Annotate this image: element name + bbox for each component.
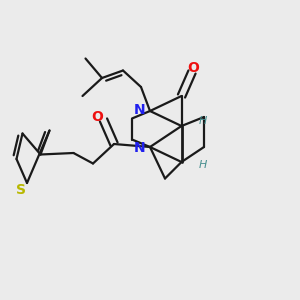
- Text: H: H: [198, 160, 207, 170]
- Text: H: H: [198, 116, 207, 127]
- Text: N: N: [134, 142, 145, 155]
- Text: S: S: [16, 184, 26, 197]
- Text: N: N: [134, 103, 145, 116]
- Text: O: O: [188, 61, 200, 74]
- Text: O: O: [92, 110, 104, 124]
